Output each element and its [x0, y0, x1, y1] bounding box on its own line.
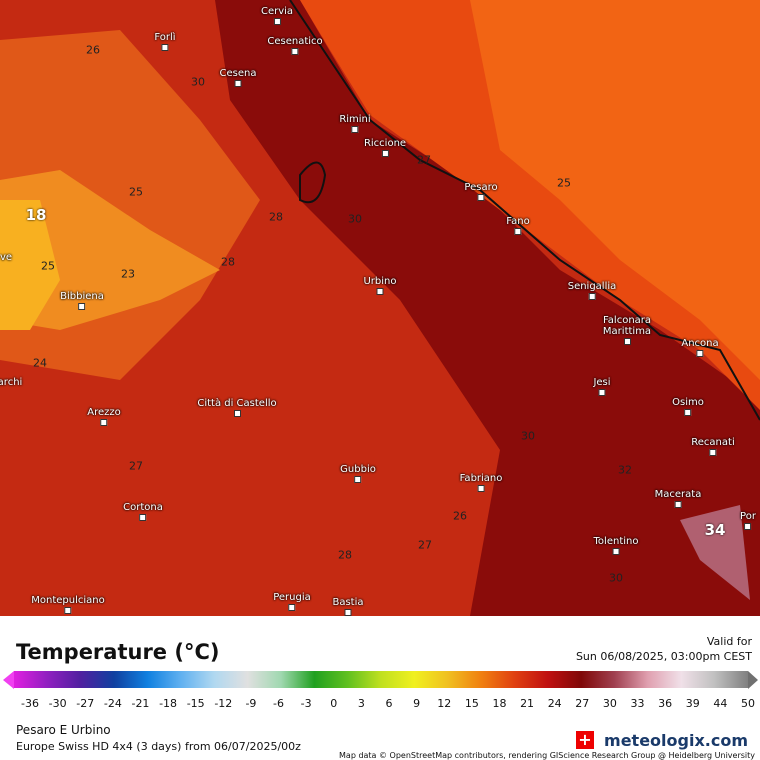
city-label: Cesenatico — [267, 36, 323, 55]
colorbar-tick-label: -9 — [245, 697, 257, 710]
colorbar-tick-label: 33 — [630, 697, 645, 710]
city-label: Fano — [506, 216, 530, 235]
swiss-logo: + — [576, 731, 594, 749]
colorbar — [14, 671, 748, 688]
city-label: Bibbiena — [60, 291, 104, 310]
city-label: Senigallia — [568, 281, 616, 300]
colorbar-tick-label: -30 — [48, 697, 67, 710]
map: Forlì Cervia Cesenatico Cesena Rimini Riccion… — [0, 0, 760, 616]
colorbar-tick-label: 44 — [713, 697, 728, 710]
city-label: Pesaro — [464, 182, 498, 201]
valid-label: Valid for — [706, 635, 752, 648]
contour-label: 28 — [221, 255, 235, 269]
city-label: Falconara Marittima — [587, 315, 667, 345]
city-label: Macerata — [655, 489, 701, 508]
city-label: Cesena — [220, 68, 256, 87]
colorbar-tick-label: -18 — [159, 697, 178, 710]
city-label: Rimini — [339, 114, 371, 133]
contour-label: 34 — [704, 521, 726, 539]
map-attribution: Map data © OpenStreetMap contributors, r… — [336, 751, 758, 760]
colorbar-tick-label: 12 — [437, 697, 452, 710]
colorbar-tick-label: 6 — [385, 697, 393, 710]
brand: meteologix.com — [604, 731, 748, 750]
contour-label: 27 — [418, 538, 432, 552]
contour-label: 32 — [618, 463, 632, 477]
colorbar-tick-label: 27 — [575, 697, 590, 710]
colorbar-tick-label: 15 — [464, 697, 479, 710]
model-info: Europe Swiss HD 4x4 (3 days) from 06/07/… — [16, 740, 301, 753]
city-label: Ancona — [681, 338, 719, 357]
contour-label: 28 — [338, 548, 352, 562]
contour-label: 30 — [521, 429, 535, 443]
contour-label: 28 — [269, 210, 283, 224]
city-label: Fabriano — [460, 473, 502, 492]
city-label: Montepulciano — [31, 595, 105, 614]
city-label: Arezzo — [87, 407, 121, 426]
colorbar-tick-label: -12 — [214, 697, 233, 710]
city-label: ve — [0, 252, 13, 263]
contour-label: 30 — [348, 212, 362, 226]
city-label: Osimo — [672, 397, 704, 416]
region: Pesaro E Urbino — [16, 723, 111, 737]
colorbar-tick-label: -27 — [76, 697, 95, 710]
city-label: Gubbio — [340, 464, 376, 483]
colorbar-tick-label: -15 — [186, 697, 205, 710]
city-label: Recanati — [691, 437, 735, 456]
colorbar-tick-label: 30 — [602, 697, 617, 710]
colorbar-tick-label: -21 — [131, 697, 150, 710]
city-label: Por — [740, 511, 756, 530]
colorbar-tick-label: 18 — [492, 697, 507, 710]
contour-label: 25 — [557, 176, 571, 190]
contour-label: 30 — [191, 75, 205, 89]
colorbar-tick-label: -36 — [21, 697, 39, 710]
city-label: Forlì — [154, 32, 176, 51]
city-label: Bastia — [332, 597, 364, 616]
contour-label: 27 — [417, 153, 431, 167]
contour-label: 18 — [25, 206, 47, 224]
contour-label: 27 — [129, 459, 143, 473]
colorbar-tick-label: 21 — [520, 697, 535, 710]
colorbar-tick-label: -6 — [273, 697, 285, 710]
contour-label: 23 — [121, 267, 135, 281]
colorbar-tick-label: 39 — [685, 697, 700, 710]
colorbar-tick-label: 24 — [547, 697, 562, 710]
colorbar-tick-label: 3 — [357, 697, 365, 710]
city-label: Jesi — [593, 377, 611, 396]
contour-label: 26 — [453, 509, 467, 523]
contour-label: 25 — [129, 185, 143, 199]
city-label: Cervia — [261, 6, 293, 25]
colorbar-tick-label: 0 — [330, 697, 338, 710]
colorbar-tick-label: -3 — [300, 697, 312, 710]
colorbar-tick-label: 9 — [413, 697, 421, 710]
colorbar-ends — [3, 671, 758, 689]
contour-label: 30 — [609, 571, 623, 585]
city-label: Cortona — [123, 502, 163, 521]
contour-label: 25 — [41, 259, 55, 273]
contour-label: 26 — [86, 43, 100, 57]
city-label: Urbino — [363, 276, 397, 295]
legend-title: Temperature (°C) — [16, 640, 220, 664]
valid-time: Sun 06/08/2025, 03:00pm CEST — [575, 650, 752, 663]
city-label: Tolentino — [594, 536, 638, 555]
contour-label: 24 — [33, 356, 47, 370]
city-label: Riccione — [364, 138, 406, 157]
city-label: archi — [0, 377, 23, 388]
colorbar-tick-label: 50 — [741, 697, 755, 710]
colorbar-tick-label: 36 — [658, 697, 673, 710]
city-label: Città di Castello — [197, 398, 277, 417]
map-background — [0, 0, 760, 616]
colorbar-tick-label: -24 — [103, 697, 122, 710]
city-label: Perugia — [273, 592, 311, 611]
